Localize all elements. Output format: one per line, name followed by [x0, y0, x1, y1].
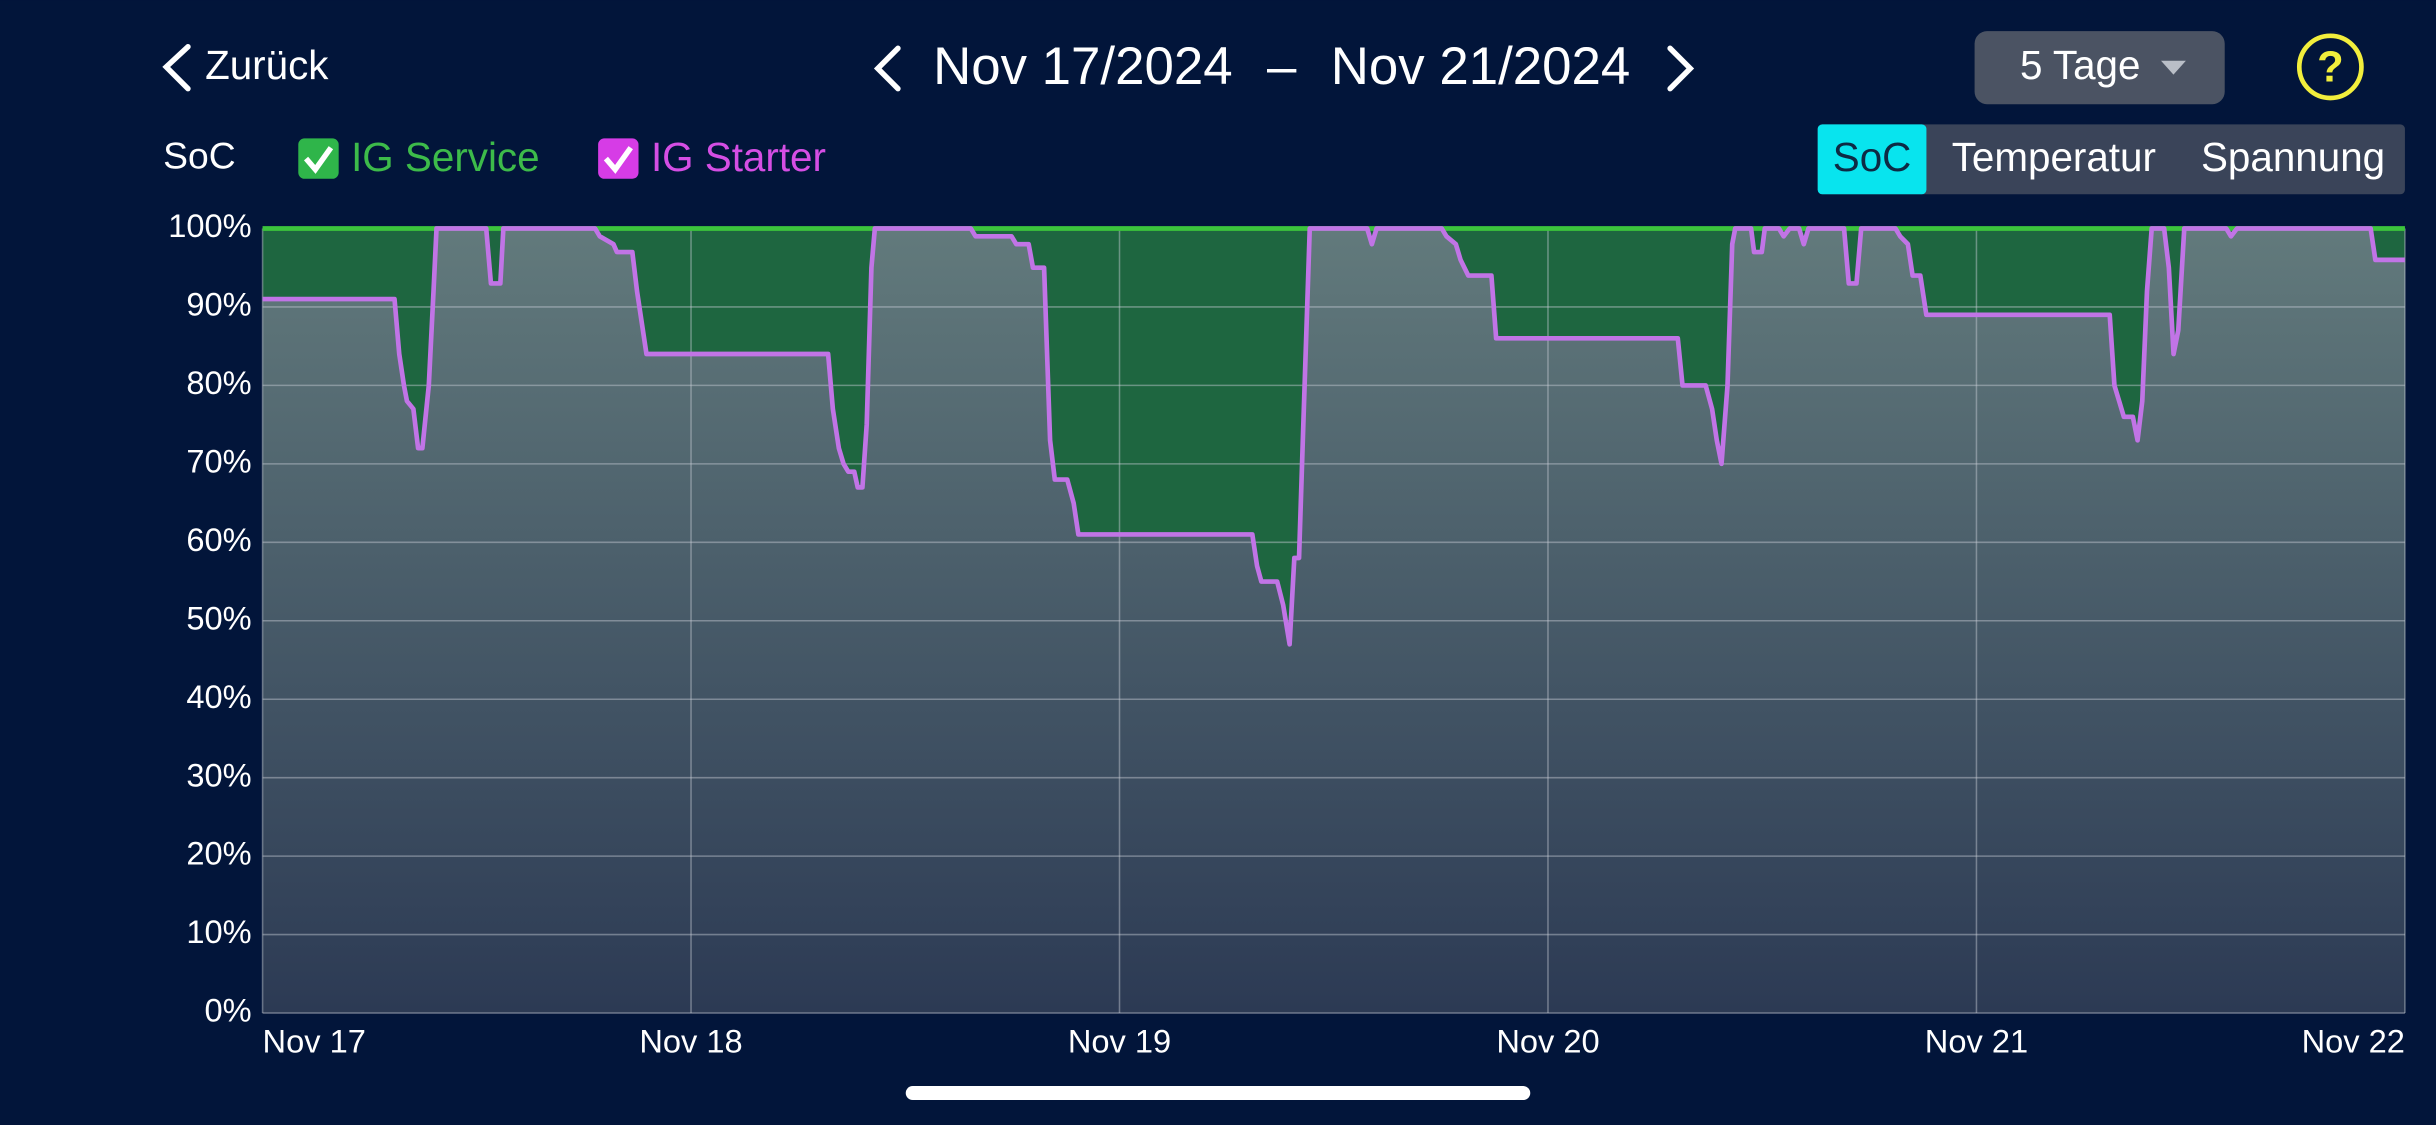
home-indicator: [905, 1086, 1531, 1101]
back-chevron: [162, 43, 191, 92]
dropdown-label: 5 Tage: [2020, 42, 2141, 88]
y-tick-label: 40%: [186, 678, 251, 715]
dropdown-bg: [1974, 31, 2225, 105]
x-tick-label: Nov 17: [263, 1023, 366, 1060]
segment[interactable]: SoC: [1833, 134, 1912, 180]
checkbox: [298, 138, 339, 179]
back-button[interactable]: Zurück: [162, 42, 329, 92]
segment-active: [1817, 124, 1927, 195]
segmented-bg: [1817, 124, 2405, 195]
range-dropdown[interactable]: 5 Tage: [1974, 31, 2225, 105]
date-end: Nov 21/2024: [1331, 37, 1630, 96]
prev-button[interactable]: [873, 45, 901, 92]
segment[interactable]: Spannung: [2201, 134, 2385, 180]
help-circle: [2296, 33, 2364, 101]
y-tick-label: 20%: [186, 835, 251, 872]
y-tick-label: 10%: [186, 913, 251, 950]
x-tick-label: Nov 20: [1496, 1023, 1599, 1060]
y-tick-label: 90%: [186, 286, 251, 323]
checkmark: [603, 146, 633, 174]
area: [262, 228, 2405, 1014]
legend-label: IG Starter: [651, 134, 826, 180]
help-icon: ?: [2317, 44, 2344, 92]
next-button[interactable]: [1667, 45, 1695, 92]
x-tick-label: Nov 22: [2302, 1023, 2405, 1060]
x-tick-label: Nov 18: [639, 1023, 742, 1060]
checkbox: [598, 138, 639, 179]
y-tick-label: 100%: [168, 207, 251, 244]
help-button[interactable]: ?: [2296, 33, 2364, 101]
legend-title: SoC: [163, 134, 236, 176]
series-line: [262, 226, 2405, 647]
back-label: Zurück: [205, 42, 329, 88]
x-tick-label: Nov 19: [1068, 1023, 1171, 1060]
y-tick-label: 50%: [186, 599, 251, 636]
y-tick-label: 30%: [186, 756, 251, 793]
date-start: Nov 17/2024: [933, 37, 1232, 96]
checkmark: [303, 146, 334, 174]
x-tick-label: Nov 21: [1925, 1023, 2028, 1060]
dropdown-caret: [2161, 60, 2186, 75]
y-tick-label: 60%: [186, 521, 251, 558]
date-separator: –: [1267, 37, 1297, 96]
y-tick-label: 80%: [186, 364, 251, 401]
segment[interactable]: Temperatur: [1952, 134, 2156, 180]
legend-starter[interactable]: IG Starter: [598, 134, 826, 180]
y-tick-label: 70%: [186, 442, 251, 479]
plot: 0% 10% 20% 30% 40% 50% 60% 70% 80% 90% 100% Nov 17 N…: [168, 207, 2406, 1060]
legend-label: IG Service: [351, 134, 539, 180]
y-tick-label: 0%: [205, 992, 252, 1029]
legend-service[interactable]: IG Service: [298, 134, 540, 180]
